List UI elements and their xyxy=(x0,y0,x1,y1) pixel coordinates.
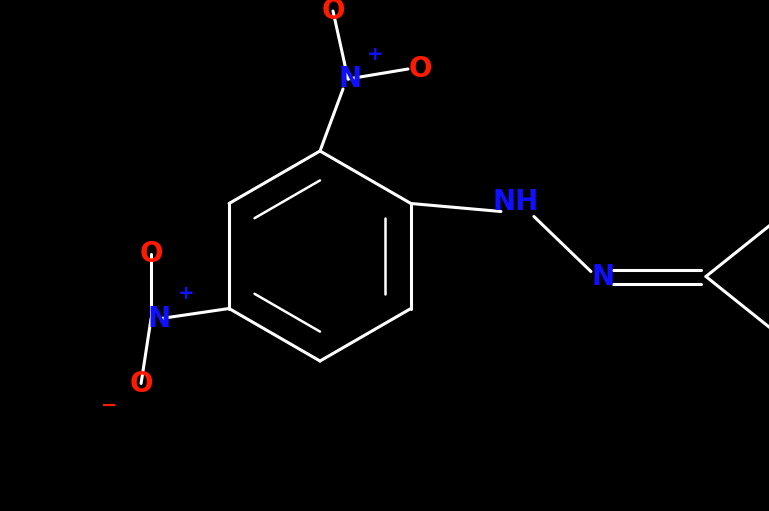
Text: −: − xyxy=(101,396,117,415)
Text: O: O xyxy=(408,55,431,83)
Text: O: O xyxy=(321,0,345,25)
Text: N: N xyxy=(591,263,614,290)
Text: NH: NH xyxy=(493,188,539,216)
Text: N: N xyxy=(148,305,171,333)
Text: N: N xyxy=(338,65,361,93)
Text: +: + xyxy=(367,44,383,63)
Text: O: O xyxy=(139,240,163,267)
Text: +: + xyxy=(178,284,195,303)
Text: O: O xyxy=(129,369,153,398)
